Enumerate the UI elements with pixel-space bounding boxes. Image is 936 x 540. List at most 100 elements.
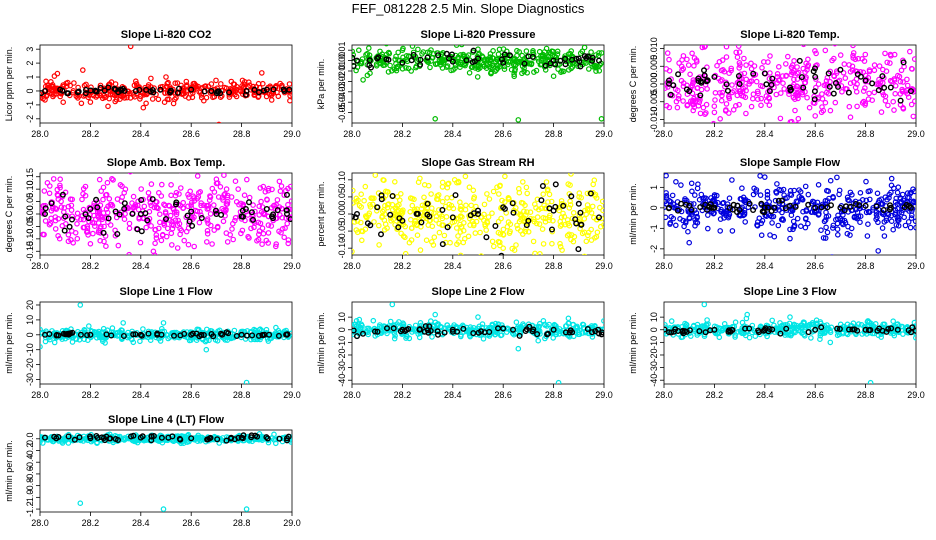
overlay-point — [53, 331, 60, 338]
overlay-point — [85, 215, 92, 222]
data-point — [511, 73, 518, 80]
data-point — [895, 217, 902, 224]
overlay-point — [880, 206, 887, 213]
data-point — [759, 217, 766, 224]
overlay-point — [779, 197, 786, 204]
data-point — [882, 50, 888, 57]
overlay-point — [670, 82, 677, 89]
x-tick-label: 29.0 — [907, 129, 925, 139]
data-point — [211, 227, 218, 233]
data-point — [758, 95, 765, 102]
data-point — [45, 254, 47, 255]
data-point — [748, 103, 755, 110]
data-point — [855, 321, 862, 327]
data-point — [840, 70, 847, 76]
data-point — [767, 70, 773, 76]
overlay-point — [67, 330, 74, 337]
data-point — [96, 176, 103, 183]
overlay-point — [825, 70, 832, 77]
data-point — [47, 220, 54, 227]
data-point — [795, 115, 802, 122]
overlay-point — [500, 59, 507, 66]
data-point — [97, 82, 104, 89]
overlay-point — [189, 222, 196, 229]
x-tick-label: 28.4 — [132, 518, 150, 528]
data-point — [567, 202, 574, 208]
data-point — [472, 230, 479, 236]
y-tick-label: -30 — [25, 373, 35, 386]
overlay-point — [818, 204, 825, 211]
overlay-point — [186, 218, 193, 225]
x-tick-label: 29.0 — [283, 129, 301, 139]
data-point — [794, 89, 801, 96]
y-tick-label: 0.000 — [649, 73, 659, 96]
data-point — [160, 320, 167, 326]
data-point — [352, 321, 358, 328]
overlay-point — [158, 434, 165, 441]
data-point — [685, 228, 691, 235]
overlay-point — [426, 323, 433, 330]
overlay-point — [596, 57, 603, 64]
overlay-point — [475, 329, 482, 336]
overlay-point — [766, 88, 773, 95]
data-point — [88, 84, 94, 91]
data-point — [273, 241, 280, 247]
data-point — [822, 235, 829, 241]
data-point — [499, 197, 505, 204]
data-point — [892, 90, 899, 97]
data-point — [164, 83, 170, 90]
data-point — [185, 95, 192, 101]
data-point — [810, 321, 817, 328]
y-axis-label: ml/min per min. — [4, 440, 14, 502]
data-point — [80, 206, 87, 213]
data-point — [112, 81, 119, 87]
overlay-point — [283, 207, 290, 214]
overlay-point — [812, 326, 819, 333]
data-point — [478, 214, 485, 220]
overlay-point — [137, 210, 144, 217]
x-tick-label: 28.0 — [31, 390, 49, 400]
overlay-point — [177, 436, 184, 443]
chart-panel-3: Slope Li-820 Temp.28.0 28.2 28.4 28.6 28.8 29… — [628, 29, 925, 139]
data-point — [480, 335, 487, 342]
data-point — [534, 214, 541, 220]
data-point — [677, 216, 683, 222]
data-point — [735, 45, 742, 49]
data-point — [562, 221, 568, 228]
overlay-point — [449, 326, 456, 333]
data-point — [755, 90, 761, 97]
data-point — [739, 319, 746, 326]
data-point — [531, 218, 538, 225]
overlay-point — [169, 433, 176, 440]
data-point — [360, 77, 366, 83]
data-point — [41, 188, 48, 194]
data-point — [837, 52, 844, 58]
y-tick-label: -0.04 — [337, 92, 347, 113]
data-point — [419, 202, 426, 209]
data-point — [80, 224, 87, 231]
data-point — [161, 222, 168, 228]
overlay-point — [248, 434, 255, 441]
overlay-point — [64, 90, 71, 97]
y-tick-label: 0 — [649, 205, 659, 210]
data-point — [80, 67, 86, 73]
overlay-point — [414, 210, 421, 217]
data-point — [49, 84, 56, 90]
overlay-point — [853, 200, 860, 207]
data-point — [484, 57, 491, 64]
data-point — [240, 201, 247, 208]
overlay-point — [475, 207, 482, 214]
data-point — [484, 191, 490, 197]
y-tick-label: -1.0 — [25, 490, 35, 506]
data-point — [899, 323, 906, 330]
data-point — [256, 203, 263, 210]
data-point — [204, 227, 211, 234]
data-point — [439, 184, 446, 190]
data-point — [243, 379, 250, 384]
data-point — [84, 229, 90, 235]
data-point — [694, 321, 701, 328]
data-point — [265, 230, 272, 236]
data-point — [397, 191, 404, 197]
data-point — [808, 335, 814, 341]
data-points — [40, 45, 292, 123]
